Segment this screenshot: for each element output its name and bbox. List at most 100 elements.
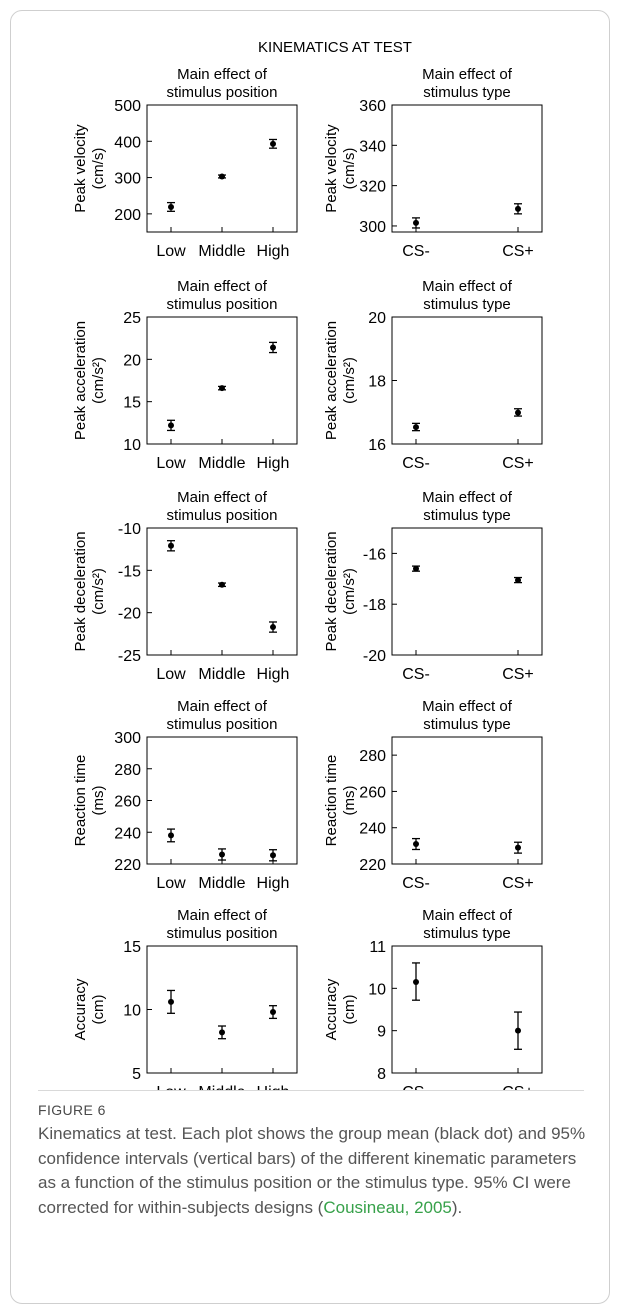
mean-point [168, 832, 174, 839]
y-axis-label: (cm/s²) [90, 357, 107, 404]
x-tick-label: Low [156, 455, 186, 472]
caption-text: Kinematics at test. Each plot shows the … [38, 1124, 586, 1217]
caption-reference-link[interactable]: Cousineau, 2005 [323, 1197, 452, 1217]
panel-title: stimulus position [167, 925, 278, 942]
panel-title: Main effect of [177, 698, 268, 715]
y-tick-label: -25 [118, 648, 141, 665]
panel-title: stimulus position [167, 507, 278, 524]
mean-point [168, 542, 174, 549]
mean-point [219, 1029, 225, 1036]
mean-point [219, 851, 225, 858]
y-tick-label: 400 [114, 134, 141, 151]
y-tick-label: -16 [363, 546, 386, 563]
panel-title: stimulus type [423, 716, 511, 733]
y-axis-label: Reaction time [323, 755, 340, 847]
mean-point [270, 140, 276, 147]
panel-title: Main effect of [422, 907, 513, 924]
y-tick-label: 5 [132, 1066, 141, 1083]
x-tick-label: High [257, 1084, 290, 1090]
y-axis-label: (cm/s) [341, 148, 358, 190]
y-axis-label: (cm) [341, 995, 358, 1025]
y-axis-label: (ms) [90, 786, 107, 816]
y-tick-label: -10 [118, 521, 141, 538]
caption-divider [38, 1090, 584, 1091]
y-axis-label: (ms) [341, 786, 358, 816]
x-tick-label: Middle [198, 455, 245, 472]
mean-point [515, 205, 521, 212]
figure-caption: Kinematics at test. Each plot shows the … [38, 1122, 598, 1220]
x-tick-label: CS+ [502, 455, 534, 472]
y-tick-label: 260 [114, 794, 141, 811]
mean-point [413, 219, 419, 226]
y-tick-label: 260 [359, 784, 386, 801]
mean-point [219, 173, 225, 180]
mean-point [515, 577, 521, 584]
figure-title: KINEMATICS AT TEST [258, 39, 412, 56]
mean-point [515, 1027, 521, 1034]
x-tick-label: Middle [198, 875, 245, 892]
x-tick-label: CS- [402, 243, 430, 260]
caption-text-end: ). [451, 1197, 463, 1217]
panel-title: stimulus type [423, 925, 511, 942]
figure-card [10, 10, 610, 1304]
panel-title: Main effect of [177, 66, 268, 83]
y-axis-label: Reaction time [72, 755, 89, 847]
panel-title: Main effect of [422, 489, 513, 506]
mean-point [515, 844, 521, 851]
panel-title: Main effect of [177, 278, 268, 295]
x-tick-label: CS+ [502, 666, 534, 683]
y-axis-label: (cm/s²) [341, 568, 358, 615]
panel-title: Main effect of [422, 698, 513, 715]
x-tick-label: Middle [198, 1084, 245, 1090]
mean-point [168, 998, 174, 1005]
y-tick-label: 220 [114, 857, 141, 874]
y-axis-label: Peak velocity [323, 124, 340, 213]
panel-title: Main effect of [177, 907, 268, 924]
y-tick-label: 280 [114, 762, 141, 779]
y-axis-label: (cm/s) [90, 148, 107, 190]
y-tick-label: 15 [123, 939, 141, 956]
y-tick-label: 10 [123, 437, 141, 454]
axes-frame [391, 736, 543, 865]
x-tick-label: High [257, 243, 290, 260]
x-tick-label: CS+ [502, 1084, 534, 1090]
y-tick-label: 240 [114, 825, 141, 842]
y-tick-label: 9 [377, 1024, 386, 1041]
mean-point [270, 344, 276, 351]
y-tick-label: 500 [114, 98, 141, 115]
y-axis-label: Peak acceleration [72, 321, 89, 440]
y-tick-label: 320 [359, 179, 386, 196]
panel-title: stimulus type [423, 507, 511, 524]
panel-title: Main effect of [422, 278, 513, 295]
panel-title: stimulus position [167, 84, 278, 101]
y-axis-label: (cm/s²) [90, 568, 107, 615]
y-tick-label: 25 [123, 310, 141, 327]
x-tick-label: High [257, 875, 290, 892]
y-tick-label: 8 [377, 1066, 386, 1083]
y-axis-label: Accuracy [72, 978, 89, 1040]
y-axis-label: (cm) [90, 995, 107, 1025]
y-tick-label: 15 [123, 395, 141, 412]
y-axis-label: (cm/s²) [341, 357, 358, 404]
mean-point [168, 203, 174, 210]
y-tick-label: 18 [368, 374, 386, 391]
y-tick-label: -20 [118, 606, 141, 623]
y-tick-label: -20 [363, 648, 386, 665]
y-axis-label: Peak deceleration [323, 531, 340, 651]
x-tick-label: Low [156, 243, 186, 260]
y-axis-label: Peak velocity [72, 124, 89, 213]
figure-label: FIGURE 6 [38, 1102, 106, 1118]
axes-frame [391, 527, 543, 656]
mean-point [219, 581, 225, 588]
y-tick-label: 340 [359, 138, 386, 155]
x-tick-label: Low [156, 666, 186, 683]
y-axis-label: Peak acceleration [323, 321, 340, 440]
y-tick-label: 20 [368, 310, 386, 327]
mean-point [270, 852, 276, 859]
mean-point [515, 409, 521, 416]
x-tick-label: CS+ [502, 875, 534, 892]
axes-frame [391, 104, 543, 233]
y-tick-label: 16 [368, 437, 386, 454]
mean-point [413, 841, 419, 848]
